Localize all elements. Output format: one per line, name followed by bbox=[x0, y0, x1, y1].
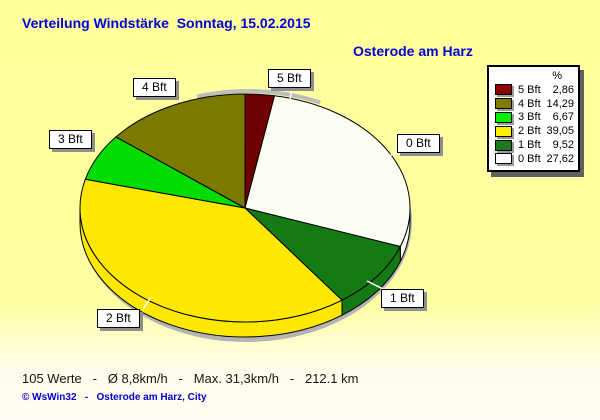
pie-slice-2-bft bbox=[79, 178, 343, 323]
pie-slice-4-bft bbox=[115, 93, 246, 209]
legend-swatch-icon bbox=[495, 98, 512, 110]
legend-label: 5 Bft bbox=[518, 83, 541, 96]
pie-label-connector bbox=[142, 296, 152, 310]
pie-callout-label-0-bft: 0 Bft bbox=[397, 134, 440, 153]
pie-top-shadow-sliver bbox=[196, 89, 321, 105]
legend-swatch-icon bbox=[495, 153, 512, 165]
legend-label: 0 Bft bbox=[518, 152, 541, 165]
pie-callout-label-3-bft: 3 Bft bbox=[49, 130, 92, 149]
legend-value: 14,29 bbox=[546, 97, 574, 110]
stats-line: 105 Werte - Ø 8,8km/h - Max. 31,3km/h - … bbox=[22, 371, 359, 386]
chart-title: Verteilung Windstärke Sonntag, 15.02.201… bbox=[22, 15, 311, 31]
pie-callout-label-4-bft: 4 Bft bbox=[133, 78, 176, 97]
legend-swatch-icon bbox=[495, 111, 512, 123]
pie-callout-label-5-bft: 5 Bft bbox=[268, 69, 311, 88]
legend-row: 3 Bft 6,67 bbox=[492, 111, 575, 125]
legend-row: 2 Bft 39,05 bbox=[492, 124, 575, 138]
chart-subtitle: Osterode am Harz bbox=[353, 43, 473, 59]
legend-swatch-icon bbox=[495, 139, 512, 151]
legend-value: 2,86 bbox=[552, 83, 574, 96]
legend-row: 1 Bft 9,52 bbox=[492, 138, 575, 152]
pie-label-connector bbox=[289, 86, 293, 101]
legend-value: 9,52 bbox=[552, 139, 574, 152]
legend-row: 5 Bft 2,86 bbox=[492, 83, 575, 97]
pie-label-connector bbox=[366, 280, 386, 291]
legend-label: 3 Bft bbox=[518, 111, 541, 124]
legend-rows: 5 Bft 2,86 4 Bft 14,29 3 Bft 6,67 2 Bft 39,05 1 … bbox=[492, 83, 575, 166]
legend-row: 4 Bft 14,29 bbox=[492, 97, 575, 111]
legend-unit-header: % bbox=[552, 70, 562, 82]
legend-value: 6,67 bbox=[552, 111, 574, 124]
copyright-line: © WsWin32 - Osterode am Harz, City bbox=[22, 392, 207, 403]
legend-row: 0 Bft 27,62 bbox=[492, 152, 575, 166]
legend-label: 1 Bft bbox=[518, 139, 541, 152]
pie-label-connector bbox=[375, 150, 400, 164]
legend-label: 4 Bft bbox=[518, 97, 541, 110]
pie-slice-1-bft bbox=[244, 207, 401, 301]
pie-callout-label-2-bft: 2 Bft bbox=[97, 309, 140, 328]
legend-value: 39,05 bbox=[546, 125, 574, 138]
legend: % 5 Bft 2,86 4 Bft 14,29 3 Bft 6,67 2 Bft 39,05… bbox=[487, 65, 580, 172]
legend-value: 27,62 bbox=[546, 152, 574, 165]
pie-callout-label-1-bft: 1 Bft bbox=[381, 289, 424, 308]
legend-swatch-icon bbox=[495, 125, 512, 137]
legend-swatch-icon bbox=[495, 84, 512, 96]
pie-slice-0-bft bbox=[244, 95, 411, 247]
legend-label: 2 Bft bbox=[518, 125, 541, 138]
